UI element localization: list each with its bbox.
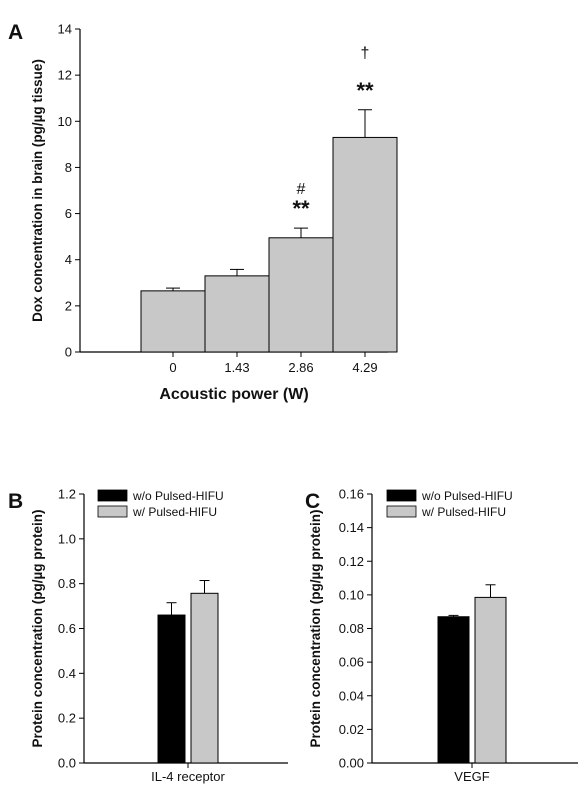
legend-entry: w/o Pulsed-HIFU xyxy=(421,489,513,503)
x-tick-label: 2.86 xyxy=(288,360,313,375)
y-tick-label: 0.0 xyxy=(58,756,76,771)
bar-2.86 xyxy=(268,237,334,353)
bar-with-hifu xyxy=(190,592,219,764)
significance-marker: # xyxy=(297,181,306,198)
significance-marker: ** xyxy=(356,78,374,103)
legend-swatch xyxy=(97,489,128,502)
legend-entry: w/ Pulsed-HIFU xyxy=(421,505,506,519)
y-tick-label: 14 xyxy=(58,22,72,37)
y-tick-label: 1.2 xyxy=(58,487,76,502)
panel-label-b: B xyxy=(8,490,23,513)
bar-without-hifu xyxy=(157,614,186,764)
bar-1.43 xyxy=(204,275,270,353)
y-tick-label: 0.00 xyxy=(339,756,364,771)
bar-with-hifu xyxy=(474,596,507,764)
y-tick-label: 0.6 xyxy=(58,621,76,636)
y-tick-label: 0.14 xyxy=(339,520,364,535)
panel-label-c: C xyxy=(305,490,320,513)
y-axis-label: Protein concentration (pg/µg protein) xyxy=(308,509,323,747)
bar-4.29 xyxy=(332,136,398,353)
y-tick-label: 4 xyxy=(65,252,72,267)
y-tick-label: 0.10 xyxy=(339,587,364,602)
x-axis-label: Acoustic power (W) xyxy=(159,386,308,403)
panel-label-a: A xyxy=(8,21,23,44)
y-tick-label: 6 xyxy=(65,206,72,221)
y-axis-label: Dox concentration in brain (pg/µg tissue… xyxy=(30,59,45,322)
bar-without-hifu xyxy=(437,616,470,764)
x-tick-label: IL-4 receptor xyxy=(151,769,225,784)
y-tick-label: 0.12 xyxy=(339,554,364,569)
bar-0 xyxy=(140,290,206,353)
y-tick-label: 0.02 xyxy=(339,722,364,737)
x-tick-label: 1.43 xyxy=(224,360,249,375)
panel-c-chart: C 0.00 0.02 0.04 0.06 0.08 0.10 0.12 0.14 0.16 Pro… xyxy=(305,487,578,784)
x-tick-label: 4.29 xyxy=(352,360,377,375)
x-tick-label: 0 xyxy=(169,360,176,375)
y-tick-label: 0.4 xyxy=(58,666,76,681)
y-tick-label: 1.0 xyxy=(58,531,76,546)
y-tick-label: 0.8 xyxy=(58,576,76,591)
y-tick-label: 8 xyxy=(65,160,72,175)
y-tick-label: 0.16 xyxy=(339,487,364,502)
y-tick-label: 0.06 xyxy=(339,655,364,670)
y-tick-label: 12 xyxy=(58,68,72,83)
significance-marker: ** xyxy=(292,196,310,221)
legend-swatch xyxy=(97,505,128,518)
y-tick-label: 2 xyxy=(65,298,72,313)
y-axis-label: Protein concentration (pg/µg protein) xyxy=(30,509,45,747)
legend-swatch xyxy=(386,489,417,502)
x-tick-label: VEGF xyxy=(454,769,489,784)
panel-a-chart: A 0 2 4 6 8 10 12 14 Dox concentration in brain (… xyxy=(8,21,398,403)
y-tick-label: 0.2 xyxy=(58,711,76,726)
y-tick-label: 0.04 xyxy=(339,688,364,703)
legend-entry: w/o Pulsed-HIFU xyxy=(132,489,224,503)
y-tick-label: 0 xyxy=(65,345,72,360)
y-tick-label: 0.08 xyxy=(339,621,364,636)
legend-entry: w/ Pulsed-HIFU xyxy=(132,505,217,519)
y-tick-label: 10 xyxy=(58,114,72,129)
legend-swatch xyxy=(386,505,417,518)
significance-marker: † xyxy=(361,45,370,62)
panel-b-chart: B 0.0 0.2 0.4 0.6 0.8 1.0 1.2 Protein concentrat… xyxy=(8,487,288,784)
